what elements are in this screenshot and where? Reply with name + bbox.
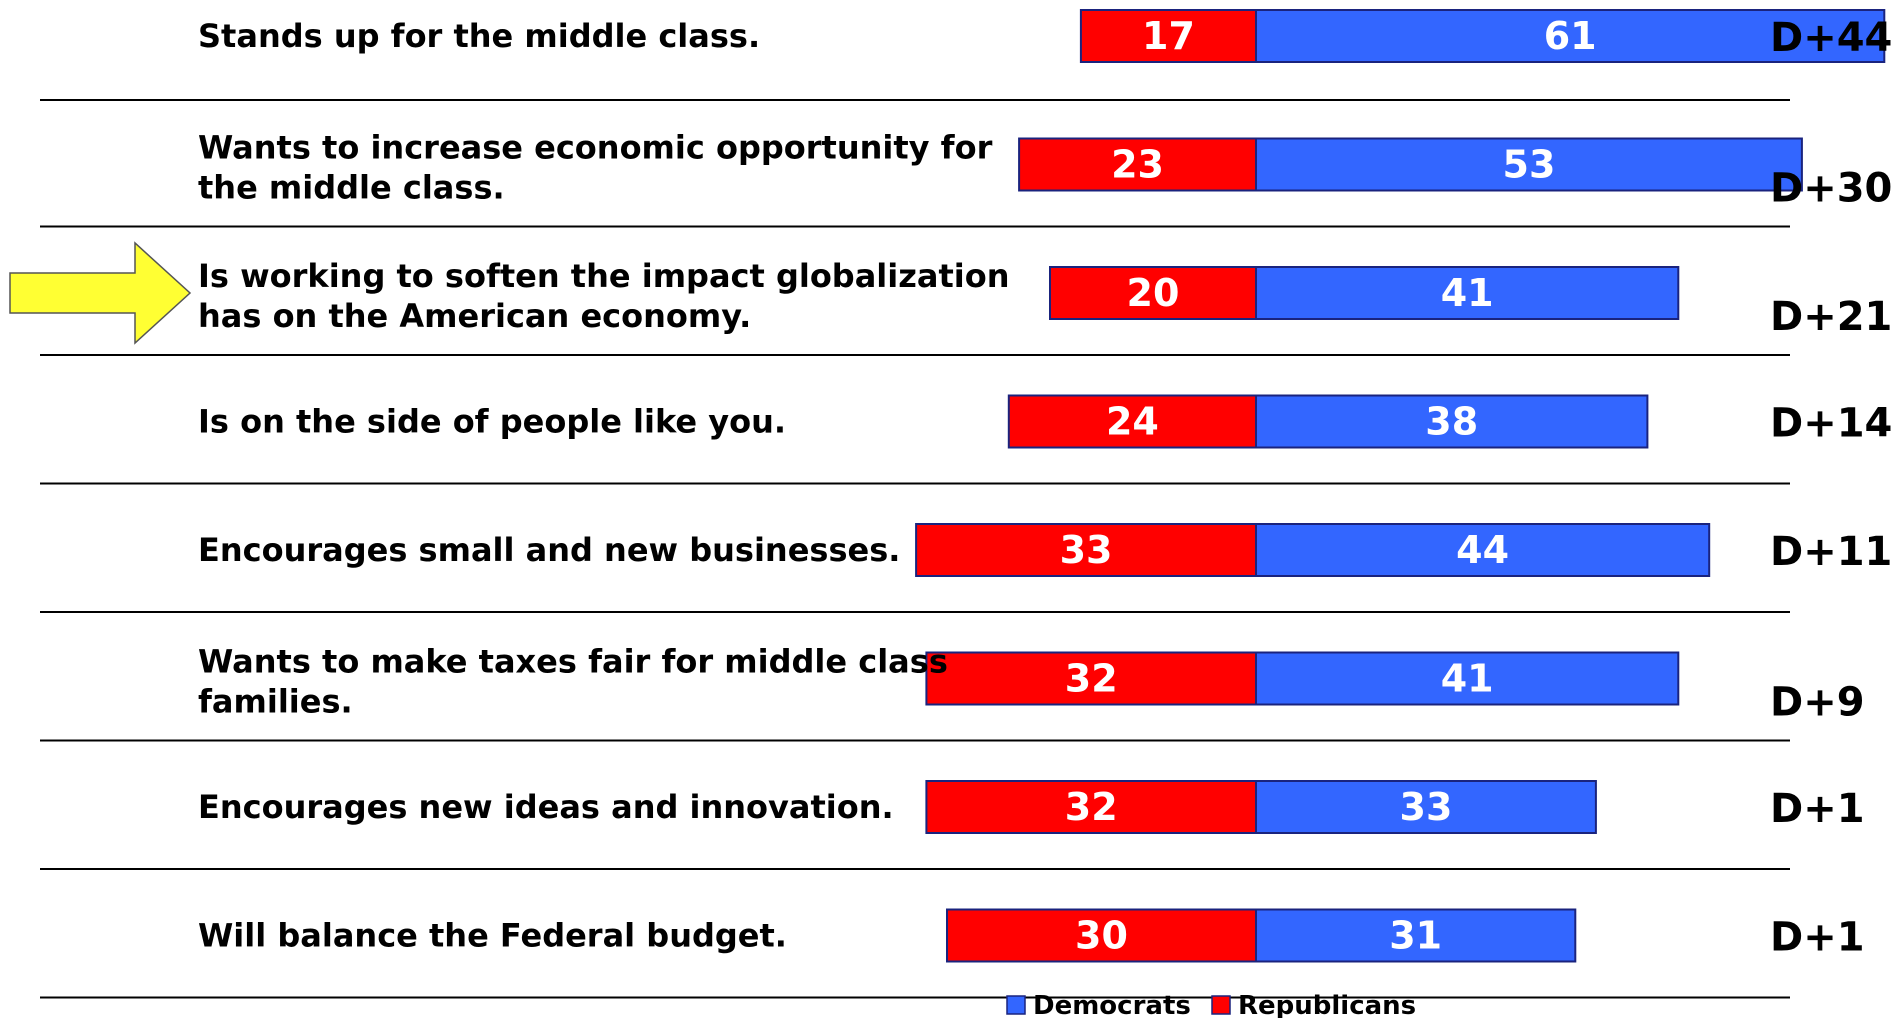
value-label-democrats: 44 [1456,528,1509,572]
value-label-democrats: 53 [1503,143,1556,187]
net-difference: D+11 [1770,529,1892,575]
highlight-arrow-icon [9,241,192,345]
category-label-line: Is on the side of people like you. [198,403,786,441]
legend-swatch-republicans [1211,995,1231,1015]
category-label-line: Encourages new ideas and innovation. [198,788,894,826]
net-difference: D+1 [1770,786,1865,832]
value-label-democrats: 33 [1400,785,1453,829]
bar-democrats [1255,651,1680,706]
category-label: Is on the side of people like you. [198,403,786,441]
category-label: Is working to soften the impact globaliz… [198,257,1009,335]
category-label-line: has on the American economy. [198,297,751,335]
legend-swatch-democrats [1006,995,1026,1015]
net-difference: D+9 [1770,680,1865,726]
legend: Democrats Republicans [1006,991,1416,1018]
net-difference: D+21 [1770,294,1892,340]
bar-republicans [1079,9,1258,63]
value-label-republicans: 33 [1060,528,1113,572]
value-label-democrats: 61 [1544,14,1597,58]
bar-democrats [1255,394,1649,449]
value-label-republicans: 32 [1065,785,1118,829]
category-label: Encourages small and new businesses. [198,531,900,569]
value-label-democrats: 41 [1441,657,1494,701]
bar-republicans [925,651,1258,706]
value-label-democrats: 31 [1389,914,1442,958]
bar-democrats [1255,908,1577,963]
category-label-line: Wants to make taxes fair for middle clas… [198,643,948,681]
bar-democrats [1255,137,1803,192]
value-label-democrats: 38 [1425,400,1478,444]
category-label: Encourages new ideas and innovation. [198,788,894,826]
category-label-line: the middle class. [198,169,505,207]
value-label-republicans: 30 [1075,914,1128,958]
category-label: Stands up for the middle class. [198,17,760,55]
legend-label-republicans: Republicans [1238,991,1416,1018]
category-label-line: Wants to increase economic opportunity f… [198,129,993,167]
category-label: Wants to make taxes fair for middle clas… [198,643,948,721]
category-label-line: Is working to soften the impact globaliz… [198,257,1009,295]
value-label-republicans: 20 [1127,271,1180,315]
category-label: Will balance the Federal budget. [198,917,787,955]
net-difference: D+14 [1770,401,1892,447]
value-label-republicans: 17 [1142,14,1195,58]
legend-label-democrats: Democrats [1033,991,1191,1018]
category-label-line: Stands up for the middle class. [198,17,760,55]
bar-democrats [1255,266,1680,320]
chart-rows: 17 61 Stands up for the middle class. D+44 2… [9,9,1892,999]
bar-democrats [1255,523,1711,577]
category-label-line: Will balance the Federal budget. [198,917,787,955]
category-label: Wants to increase economic opportunity f… [198,129,993,207]
bar-republicans [1018,137,1257,192]
category-label-line: families. [198,683,353,721]
value-label-republicans: 32 [1065,657,1118,701]
bar-republicans [925,780,1258,834]
bar-democrats [1255,9,1886,63]
value-label-republicans: 24 [1106,400,1159,444]
net-difference: D+30 [1770,166,1892,212]
net-difference: D+44 [1770,15,1892,61]
bar-republicans [915,523,1257,577]
value-label-republicans: 23 [1111,143,1164,187]
value-label-democrats: 41 [1441,271,1494,315]
category-label-line: Encourages small and new businesses. [198,531,900,569]
bar-democrats [1255,780,1597,834]
net-difference: D+1 [1770,915,1865,961]
